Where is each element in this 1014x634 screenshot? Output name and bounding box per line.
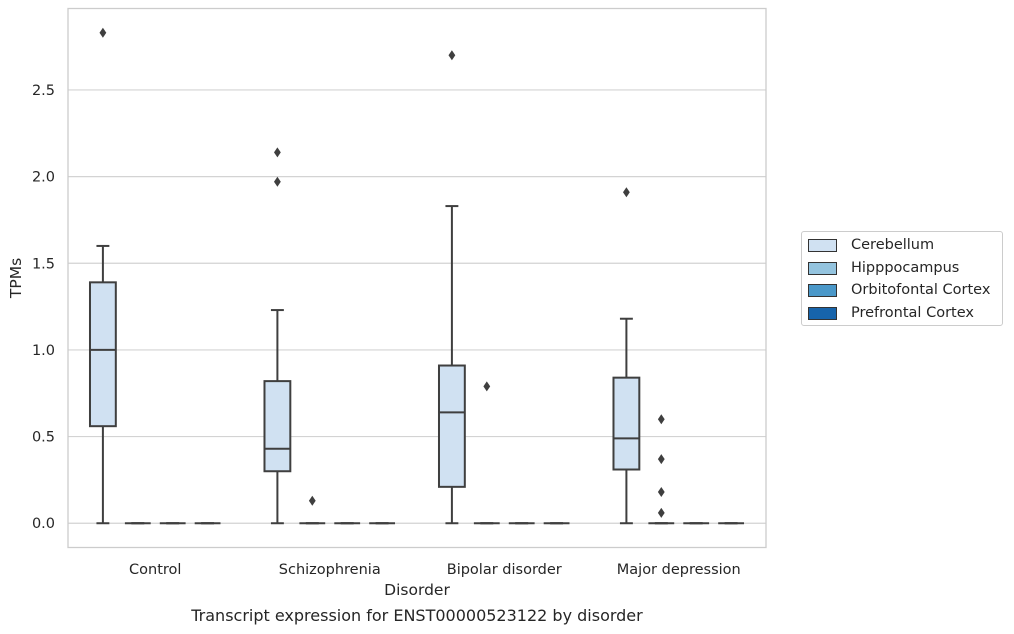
y-tick-label-3: 1.5 [32, 256, 55, 272]
box-body [88, 281, 117, 428]
outlier-0-0-0 [99, 27, 107, 38]
box-0-2 [437, 205, 466, 525]
legend: Cerebellum Hipppocampus Orbitofontal Cor… [801, 231, 1003, 326]
legend-swatch-prefrontal-cortex [808, 306, 837, 320]
legend-swatch-hipppocampus [808, 261, 837, 275]
box-body [437, 364, 466, 488]
legend-label-cerebellum: Cerebellum [851, 237, 935, 253]
y-tick-label-4: 2.0 [32, 170, 55, 186]
y-axis-title: TPMs [7, 258, 25, 299]
box-body [612, 376, 641, 471]
outlier-1-3-3 [657, 487, 665, 498]
legend-swatch-cerebellum [808, 238, 837, 252]
outliers [99, 27, 665, 518]
outlier-0-1-1 [274, 147, 281, 158]
legend-item-orbitofontal-cortex: Orbitofontal Cortex [808, 280, 990, 300]
boxes [88, 205, 745, 525]
outlier-1-2-0 [483, 381, 491, 392]
outlier-0-1-0 [274, 176, 281, 187]
legend-swatch-orbitofontal-cortex [808, 283, 837, 297]
x-tick-label-1: Schizophrenia [279, 562, 381, 578]
x-tick-label-2: Bipolar disorder [447, 562, 562, 578]
y-tick-label-2: 1.0 [32, 343, 55, 359]
legend-item-cerebellum: Cerebellum [808, 235, 934, 255]
legend-item-prefrontal-cortex: Prefrontal Cortex [808, 303, 974, 323]
y-tick-label-0: 0.0 [32, 516, 55, 532]
outlier-0-3-0 [623, 187, 630, 198]
legend-label-prefrontal-cortex: Prefrontal Cortex [851, 305, 974, 321]
legend-label-orbitofontal-cortex: Orbitofontal Cortex [851, 282, 991, 298]
legend-label-hipppocampus: Hipppocampus [851, 260, 960, 276]
box-0-3 [612, 317, 641, 525]
box-0-0 [88, 244, 117, 525]
x-tick-labels: Control Schizophrenia Bipolar disorder Majo… [129, 562, 741, 578]
outlier-1-3-0 [657, 454, 665, 465]
x-axis-title: Disorder [384, 581, 450, 599]
y-tick-labels: 0.0 0.5 1.0 1.5 2.0 2.5 [32, 83, 55, 532]
x-tick-label-0: Control [129, 562, 181, 578]
y-tick-label-1: 0.5 [32, 430, 55, 446]
outlier-1-3-2 [657, 507, 665, 518]
outlier-0-2-0 [448, 50, 456, 61]
legend-item-hipppocampus: Hipppocampus [808, 258, 959, 278]
y-tick-label-5: 2.5 [32, 83, 55, 99]
box-0-1 [263, 309, 292, 525]
x-tick-label-3: Major depression [617, 562, 741, 578]
plot-frame [67, 7, 767, 549]
figure-caption: Transcript expression for ENST0000052312… [191, 606, 643, 625]
outlier-1-1-0 [308, 495, 316, 506]
box-body [263, 380, 292, 473]
outlier-1-3-1 [657, 414, 665, 425]
